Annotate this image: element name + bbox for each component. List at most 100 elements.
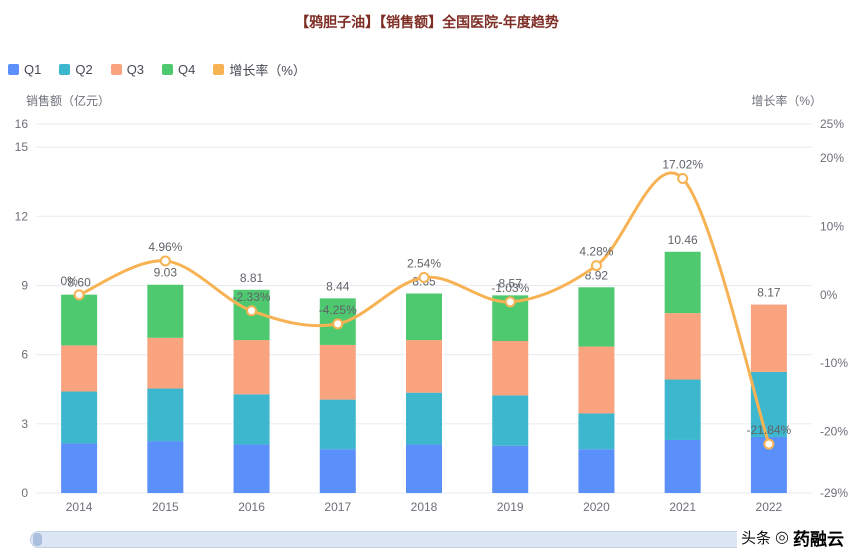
- x-axis-label: 2021: [669, 500, 696, 514]
- growth-point-2022[interactable]: [763, 438, 775, 450]
- right-axis-tick-label: -29%: [820, 486, 848, 500]
- right-axis-tick-label: 10%: [820, 220, 844, 234]
- brand-logo-icon: ◎: [775, 528, 789, 546]
- growth-rate-label: 4.28%: [579, 245, 613, 259]
- legend-item-growth-rate[interactable]: 增长率（%）: [213, 60, 306, 79]
- right-axis-tick-label: 25%: [820, 117, 844, 131]
- x-axis-label: 2022: [756, 500, 783, 514]
- legend-swatch: [213, 64, 225, 75]
- bar-segment-q1-2014[interactable]: [61, 443, 98, 493]
- bar-segment-q1-2020[interactable]: [578, 449, 615, 493]
- watermark-brand: 药融云: [793, 530, 844, 549]
- datazoom-slider[interactable]: [30, 531, 823, 548]
- right-axis-tick-label: -10%: [820, 356, 848, 370]
- left-axis-name: 销售额（亿元）: [26, 94, 111, 108]
- legend-label: Q4: [178, 62, 196, 77]
- growth-rate-label: 0%: [60, 274, 78, 288]
- bar-segment-q3-2021[interactable]: [664, 313, 701, 380]
- left-axis-tick-label: 3: [21, 417, 28, 431]
- x-axis-label: 2018: [411, 500, 438, 514]
- x-axis-label: 2015: [152, 500, 179, 514]
- growth-rate-label: 2.54%: [407, 256, 441, 270]
- growth-point-2017[interactable]: [332, 318, 344, 330]
- bar-segment-q2-2021[interactable]: [664, 379, 701, 440]
- watermark-source: 头条: [741, 530, 772, 547]
- bar-segment-q3-2014[interactable]: [61, 345, 98, 392]
- growth-point-2021[interactable]: [677, 173, 689, 185]
- bar-segment-q4-2020[interactable]: [578, 287, 615, 347]
- legend-label: Q2: [75, 62, 93, 77]
- bar-segment-q2-2015[interactable]: [147, 388, 184, 442]
- legend-item-q1[interactable]: Q1: [8, 62, 41, 77]
- bar-total-label: 8.60: [67, 276, 91, 290]
- legend-swatch: [162, 64, 174, 75]
- page-title: 【鸦胆子油】【销售额】全国医院-年度趋势: [295, 14, 559, 30]
- legend-item-q2[interactable]: Q2: [59, 62, 93, 77]
- legend-item-q3[interactable]: Q3: [110, 62, 145, 77]
- bar-segment-q2-2019[interactable]: [492, 395, 529, 446]
- growth-point-2018[interactable]: [418, 271, 430, 283]
- bar-total-label: 8.17: [757, 286, 781, 300]
- bar-segment-q4-2021[interactable]: [664, 251, 701, 314]
- watermark: 头条 ◎ 药融云: [737, 523, 848, 552]
- growth-point-2020[interactable]: [590, 260, 602, 272]
- bar-segment-q3-2018[interactable]: [406, 340, 442, 393]
- bar-segment-q1-2019[interactable]: [492, 445, 529, 493]
- left-axis-tick-label: 12: [15, 209, 29, 223]
- growth-point-2015[interactable]: [159, 255, 171, 267]
- bar-segment-q2-2020[interactable]: [578, 413, 615, 450]
- legend-label: Q3: [126, 62, 145, 77]
- legend-item-q4[interactable]: Q4: [162, 62, 195, 77]
- legend-swatch: [8, 64, 19, 75]
- bar-segment-q2-2017[interactable]: [319, 399, 356, 450]
- growth-point-2019[interactable]: [504, 296, 516, 308]
- growth-rate-label: -4.25%: [319, 303, 357, 317]
- right-axis-name: 增长率（%）: [751, 94, 822, 108]
- bar-segment-q1-2015[interactable]: [147, 441, 184, 493]
- bar-segment-q3-2020[interactable]: [578, 346, 615, 414]
- bar-segment-q3-2019[interactable]: [492, 341, 529, 396]
- bar-segment-q2-2018[interactable]: [406, 392, 442, 445]
- bar-segment-q2-2014[interactable]: [61, 391, 98, 444]
- growth-rate-label: -2.33%: [233, 290, 271, 304]
- bar-segment-q1-2021[interactable]: [664, 439, 701, 493]
- growth-rate-label: 17.02%: [662, 158, 703, 172]
- bar-total-label: 8.44: [326, 279, 350, 293]
- growth-rate-label: 4.96%: [148, 240, 182, 254]
- legend-swatch: [59, 64, 71, 75]
- datazoom-handle-left[interactable]: [33, 533, 42, 546]
- growth-point-2016[interactable]: [246, 305, 258, 317]
- bar-segment-q3-2022[interactable]: [750, 304, 787, 372]
- growth-point-2014[interactable]: [73, 289, 85, 301]
- bar-total-label: 9.03: [154, 266, 178, 280]
- x-axis-label: 2017: [324, 500, 351, 514]
- right-axis-tick-label: 20%: [820, 151, 844, 165]
- growth-rate-label: -1.03%: [491, 281, 529, 295]
- bar-segment-q1-2017[interactable]: [319, 449, 356, 493]
- left-axis-tick-label: 9: [21, 278, 28, 292]
- right-axis-tick-label: -20%: [820, 425, 848, 439]
- bar-segment-q4-2018[interactable]: [406, 293, 442, 341]
- bar-total-label: 8.57: [499, 276, 523, 290]
- bar-segment-q2-2016[interactable]: [233, 394, 270, 445]
- right-axis-tick-label: 0%: [820, 288, 838, 302]
- left-axis-tick-label: 0: [21, 486, 28, 500]
- bar-segment-q3-2016[interactable]: [233, 340, 270, 395]
- bar-total-label: 10.46: [668, 233, 698, 247]
- bar-segment-q1-2016[interactable]: [233, 444, 270, 493]
- left-axis-tick-label: 16: [15, 117, 29, 131]
- bar-segment-q4-2015[interactable]: [147, 284, 184, 338]
- bar-total-label: 8.92: [585, 268, 609, 282]
- legend-swatch: [110, 64, 122, 75]
- x-axis-label: 2019: [497, 500, 524, 514]
- bar-segment-q4-2014[interactable]: [61, 294, 98, 346]
- left-axis-tick-label: 15: [15, 140, 29, 154]
- bar-segment-q1-2018[interactable]: [406, 444, 442, 493]
- bar-segment-q3-2015[interactable]: [147, 337, 184, 389]
- x-axis-label: 2014: [66, 500, 93, 514]
- legend-label: 增长率（%）: [229, 63, 306, 78]
- left-axis-tick-label: 6: [21, 348, 28, 362]
- growth-rate-label: -21.84%: [747, 423, 792, 437]
- x-axis-label: 2020: [583, 500, 610, 514]
- bar-segment-q3-2017[interactable]: [319, 344, 356, 400]
